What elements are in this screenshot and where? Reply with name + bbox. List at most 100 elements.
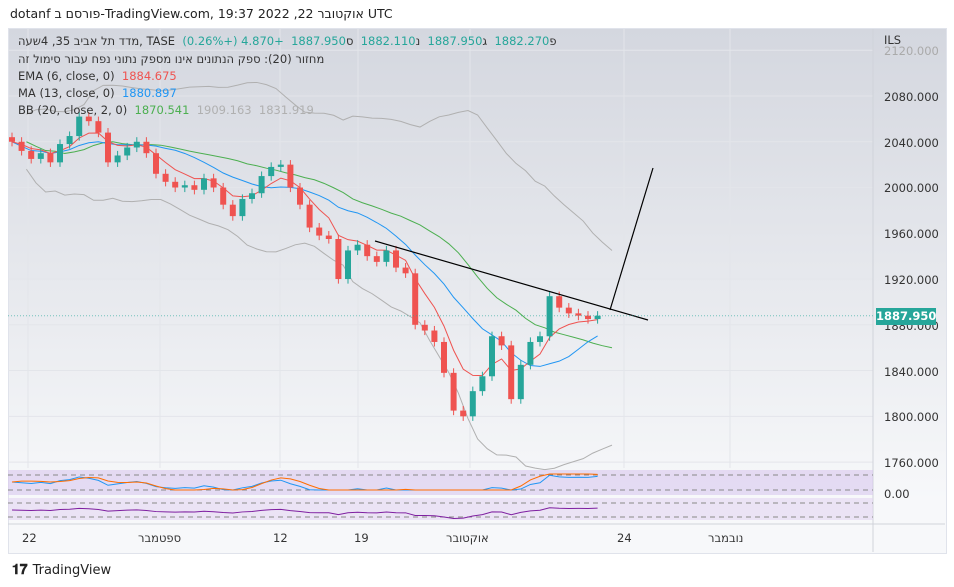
candle-body <box>383 250 390 262</box>
candle-body <box>306 204 313 228</box>
price-axis-tick: 1960.000 <box>884 227 939 242</box>
candle-body <box>498 336 505 346</box>
bb-legend[interactable]: BB (20, close, 2, 0) 1870.541 1909.163 1… <box>18 103 314 117</box>
price-axis-tick: 2120.000 <box>884 44 939 58</box>
candle-body <box>441 341 447 373</box>
ema-line <box>11 132 598 377</box>
candle-body <box>354 244 361 251</box>
candle-body <box>479 376 486 392</box>
symbol-name[interactable]: מדד תל אביב 35, 4שעה, TASE <box>18 34 176 48</box>
candle-body <box>489 336 495 377</box>
price-axis-tick: 1800.000 <box>884 410 939 425</box>
candle-body <box>287 164 294 188</box>
currency-label: ILS <box>884 33 902 47</box>
candle-body <box>229 204 236 217</box>
candle-body <box>431 330 438 342</box>
candle-body <box>76 116 83 137</box>
candle-body <box>191 185 198 190</box>
time-label: 24 <box>617 531 632 545</box>
candle-body <box>181 185 188 188</box>
volume-note: מחזור (20): ספק הנתונים אינו מספק נתוני … <box>18 52 325 66</box>
candle-body <box>469 391 476 417</box>
candle-body <box>201 178 207 190</box>
bb-basis-line <box>26 141 613 349</box>
candle-body <box>460 410 467 417</box>
candle-body <box>9 137 15 142</box>
open-value: 1882.270 <box>494 34 550 48</box>
candle-body <box>220 187 227 205</box>
candle-body <box>47 153 54 163</box>
candle-body <box>28 150 35 159</box>
time-label: 22 <box>22 531 37 545</box>
symbol-legend: מדד תל אביב 35, 4שעה, TASE פ1882.270 ג18… <box>18 34 557 48</box>
candle-body <box>345 250 351 280</box>
change-value: +4.870 (+0.26%) <box>182 34 284 48</box>
candle-body <box>162 173 169 182</box>
rsi-line <box>11 507 598 520</box>
candle-body <box>373 256 380 262</box>
time-label: נובמבר <box>708 531 744 545</box>
candle-body <box>258 176 265 194</box>
candle-body <box>249 193 255 199</box>
candle-body <box>546 296 553 337</box>
stoch-d-line <box>11 473 598 491</box>
candle-body <box>297 187 303 205</box>
time-label: ספטמבר <box>138 531 182 545</box>
candle-body <box>105 132 111 163</box>
candle-body <box>85 116 92 122</box>
candle-body <box>565 307 572 314</box>
candle-body <box>594 315 601 320</box>
candle-body <box>133 141 140 148</box>
price-axis-tick: 1840.000 <box>884 364 939 379</box>
candle-body <box>124 147 131 156</box>
high-label: ג <box>482 34 488 48</box>
bb-label: BB (20, close, 2, 0) <box>18 103 128 117</box>
bb-upper-value: 1909.163 <box>196 103 252 117</box>
candle-body <box>172 181 179 188</box>
ma-legend[interactable]: MA (13, close, 0) 1880.897 <box>18 86 177 100</box>
candle-body <box>268 166 275 177</box>
osc-axis-tick: 0.00 <box>884 487 910 501</box>
candle-body <box>508 345 515 400</box>
price-axis-tick: 1920.000 <box>884 273 939 287</box>
low-label: נ <box>415 34 421 48</box>
candle-body <box>57 144 63 163</box>
ema-label: EMA (6, close, 0) <box>18 69 115 83</box>
candle-body <box>66 136 73 145</box>
price-axis-tick: 2000.000 <box>884 181 939 196</box>
footer-brand[interactable]: 𝟏𝟕 TradingView <box>12 562 111 578</box>
candle-body <box>421 324 428 331</box>
price-axis-tick: 2040.000 <box>884 135 939 150</box>
current-price-tag: 1887.950 <box>876 308 937 325</box>
candle-body <box>239 198 246 217</box>
high-value: 1887.950 <box>427 34 483 48</box>
ema-legend[interactable]: EMA (6, close, 0) 1884.675 <box>18 69 177 83</box>
tradingview-logo-icon: 𝟏𝟕 <box>12 562 28 578</box>
trend-line <box>374 240 649 321</box>
time-label: 12 <box>273 531 288 545</box>
candle-body <box>402 267 409 274</box>
bb-upper-line <box>26 81 613 251</box>
ma-value: 1880.897 <box>121 86 177 100</box>
candle-body <box>527 341 534 365</box>
oscillator-pane-bg <box>8 470 873 495</box>
candle-body <box>153 153 159 174</box>
price-axis-tick: 2080.000 <box>884 89 939 104</box>
candle-body <box>393 250 399 268</box>
candle-body <box>537 336 543 342</box>
open-label: פ <box>549 34 557 48</box>
candle-body <box>335 239 342 280</box>
candle-body <box>114 155 121 163</box>
chart-title: dotanf פורסם ב-TradingView.com, 19:37 20… <box>10 6 393 21</box>
candle-body <box>37 153 44 159</box>
stoch-k-line <box>11 474 598 491</box>
close-value: 1887.950 <box>291 34 346 48</box>
candle-body <box>556 296 563 308</box>
candle-body <box>450 372 457 411</box>
ema-value: 1884.675 <box>121 69 177 83</box>
close-label: ס <box>345 34 354 48</box>
time-label: 19 <box>354 531 369 545</box>
candle-body <box>316 227 323 236</box>
brand-name: TradingView <box>32 562 112 578</box>
